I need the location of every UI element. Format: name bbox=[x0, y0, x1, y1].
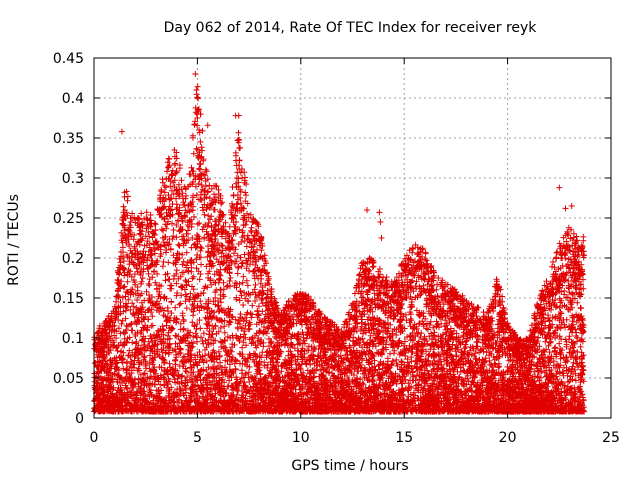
y-tick-label: 0.25 bbox=[53, 211, 84, 227]
y-tick-label: 0.35 bbox=[53, 131, 84, 147]
roti-outlier-point bbox=[192, 71, 199, 77]
x-tick-label: 5 bbox=[193, 430, 202, 446]
roti-outlier-point bbox=[376, 209, 383, 216]
data-points bbox=[91, 71, 588, 415]
y-tick-label: 0.1 bbox=[62, 331, 84, 347]
roti-outlier-point bbox=[118, 128, 125, 135]
roti-points bbox=[91, 83, 588, 415]
x-tick-label: 20 bbox=[499, 430, 517, 446]
y-tick-label: 0.2 bbox=[62, 251, 84, 267]
roti-outlier-point bbox=[378, 235, 385, 241]
roti-outlier-point bbox=[204, 122, 211, 129]
x-axis-label: GPS time / hours bbox=[291, 458, 408, 474]
x-tick-label: 15 bbox=[395, 430, 413, 446]
x-tick-label: 0 bbox=[90, 430, 99, 446]
x-tick-label: 10 bbox=[292, 430, 310, 446]
roti-outlier-point bbox=[194, 115, 201, 121]
roti-outlier-point bbox=[556, 184, 563, 191]
chart-title: Day 062 of 2014, Rate Of TEC Index for r… bbox=[164, 20, 538, 36]
roti-outlier-point bbox=[562, 205, 569, 212]
y-tick-label: 0.45 bbox=[53, 51, 84, 67]
roti-outlier-point bbox=[568, 203, 575, 209]
roti-outlier-point bbox=[377, 219, 384, 225]
roti-outlier-point bbox=[363, 207, 370, 213]
axes-layer: 0 5 10 15 20 25 0 0.05 0.1 0.15 0.2 0.25 0.3 0.35 0.4 0… bbox=[53, 51, 620, 446]
roti-outlier-point bbox=[235, 112, 242, 119]
roti-outlier-point bbox=[193, 87, 200, 93]
x-tick-label: 25 bbox=[602, 430, 620, 446]
plot-frame bbox=[93, 57, 612, 419]
y-axis-label: ROTI / TECUs bbox=[6, 194, 22, 286]
y-tick-label: 0 bbox=[75, 411, 84, 427]
y-tick-label: 0.4 bbox=[62, 91, 84, 107]
y-tick-label: 0.05 bbox=[53, 371, 84, 387]
y-tick-label: 0.15 bbox=[53, 291, 84, 307]
y-tick-label: 0.3 bbox=[62, 171, 84, 187]
